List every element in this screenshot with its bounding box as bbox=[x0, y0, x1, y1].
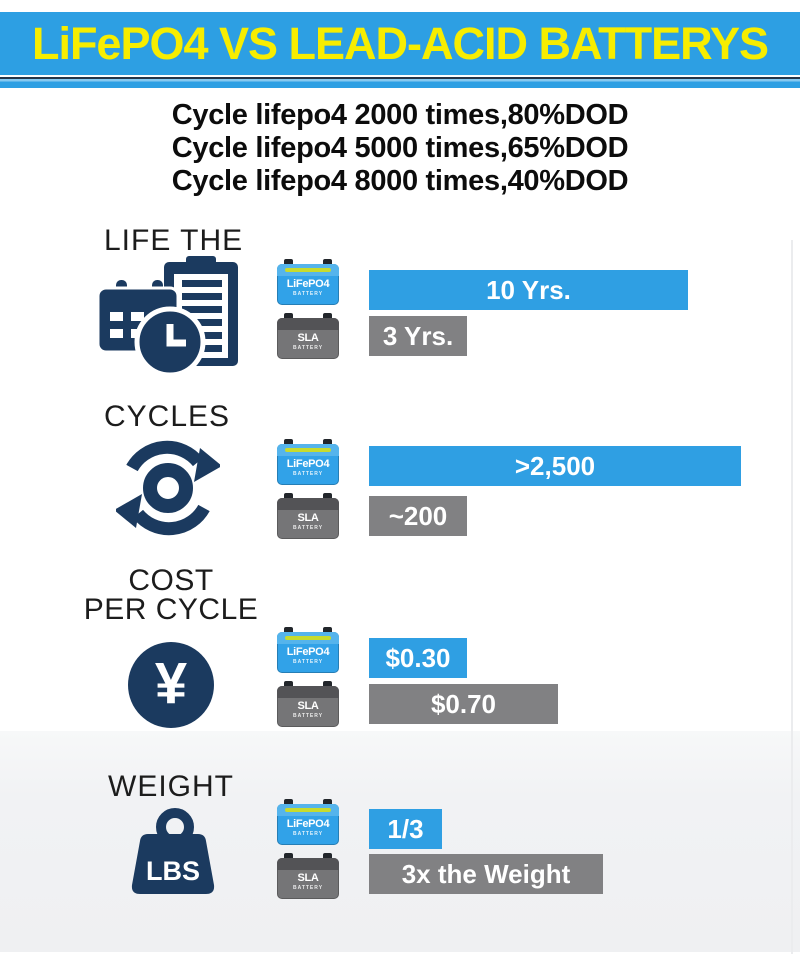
lifepo4-bar-weight: 1/3 bbox=[369, 809, 442, 849]
battery-terminal bbox=[323, 259, 332, 268]
sla-battery-icon: SLA BATTERY bbox=[277, 313, 339, 359]
battery-terminal bbox=[323, 313, 332, 322]
page-title: LiFePO4 VS LEAD-ACID BATTERYS bbox=[31, 18, 769, 69]
sla-bar-cycles: ~200 bbox=[369, 496, 467, 536]
intro-text: Cycle lifepo4 2000 times,80%DOD Cycle li… bbox=[0, 99, 800, 198]
intro-line: Cycle lifepo4 8000 times,40%DOD bbox=[171, 165, 629, 197]
title-banner: LiFePO4 VS LEAD-ACID BATTERYS bbox=[0, 12, 800, 75]
sla-bar-cost: $0.70 bbox=[369, 684, 558, 724]
section-heading-lifetime: LIFE THE bbox=[104, 224, 244, 257]
weight-lbs-icon: LBS bbox=[126, 804, 220, 903]
lifepo4-bar-lifetime: 10 Yrs. bbox=[369, 270, 688, 310]
lifepo4-bar-cost: $0.30 bbox=[369, 638, 467, 678]
sla-bar-weight: 3x the Weight bbox=[369, 854, 603, 894]
svg-text:LBS: LBS bbox=[146, 856, 200, 886]
lifepo4-battery-icon: LiFePO4 BATTERY bbox=[277, 799, 339, 845]
sla-battery-icon: SLA BATTERY bbox=[277, 493, 339, 539]
battery-terminal bbox=[284, 313, 293, 322]
intro-line: Cycle lifepo4 2000 times,80%DOD bbox=[171, 99, 629, 131]
lifepo4-battery-icon: LiFePO4 BATTERY bbox=[277, 627, 339, 673]
battery-terminal bbox=[284, 259, 293, 268]
recycle-arrows-icon bbox=[114, 436, 222, 545]
lifepo4-battery-icon: LiFePO4 BATTERY bbox=[277, 259, 339, 305]
calendar-clock-icon bbox=[96, 256, 246, 383]
section-heading-cycles: CYCLES bbox=[104, 400, 231, 433]
header-divider bbox=[0, 77, 800, 88]
page-edge-line bbox=[791, 240, 793, 954]
lifepo4-battery-icon: LiFePO4 BATTERY bbox=[277, 439, 339, 485]
sla-battery-icon: SLA BATTERY bbox=[277, 681, 339, 727]
section-heading-cost: COST PER CYCLE bbox=[83, 564, 259, 626]
intro-line: Cycle lifepo4 5000 times,65%DOD bbox=[171, 132, 629, 164]
sla-bar-lifetime: 3 Yrs. bbox=[369, 316, 467, 356]
section-heading-weight: WEIGHT bbox=[108, 770, 234, 803]
sla-battery-icon: SLA BATTERY bbox=[277, 853, 339, 899]
yen-coin-icon: ¥ bbox=[128, 642, 214, 728]
lifepo4-bar-cycles: >2,500 bbox=[369, 446, 741, 486]
